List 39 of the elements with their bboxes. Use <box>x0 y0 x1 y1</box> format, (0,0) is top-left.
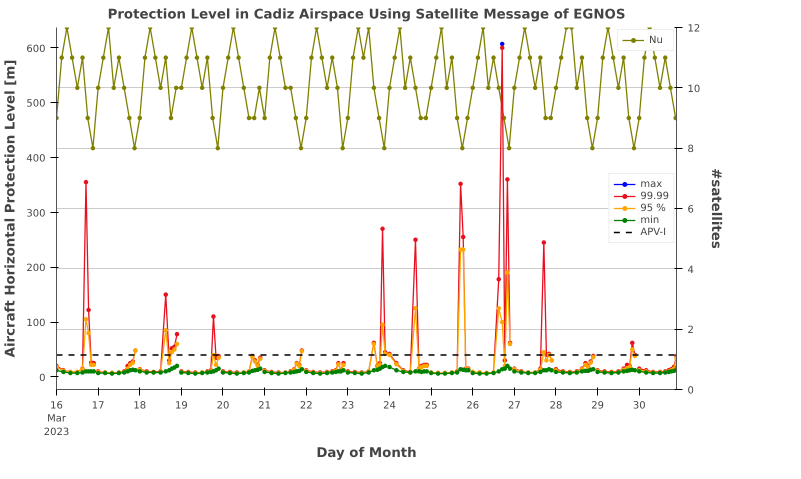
y-tick-label: 500 <box>26 98 46 110</box>
y-axis-title: Aircraft Horizontal Protection Level [m] <box>3 60 18 358</box>
legend-label: Nu <box>649 34 664 46</box>
y2-tick-label: 8 <box>688 144 694 156</box>
y2-tick-label: 12 <box>688 24 700 34</box>
y2-tick-label: 0 <box>688 386 694 396</box>
y2-tick-label: 10 <box>688 84 700 95</box>
x-tick-label: 19 <box>175 400 188 412</box>
x-tick-label: 16 Mar 2023 <box>44 400 70 438</box>
x-tick-label: 22 <box>300 400 313 412</box>
x-tick-label: 20 <box>216 400 230 412</box>
y-tick-label: 200 <box>26 263 46 274</box>
y2-tick-label: 2 <box>688 325 694 336</box>
y2-axis-title: #satellites <box>708 168 724 249</box>
x-tick-label: 25 <box>424 400 438 412</box>
y-tick-label: 600 <box>26 44 46 55</box>
y2-tick-label: 6 <box>688 204 694 216</box>
legend-label: 99.99 <box>640 190 669 202</box>
x-tick-label: 24 <box>383 400 396 412</box>
x-tick-label: 17 <box>92 400 104 412</box>
legend-label: max <box>640 178 662 190</box>
y-tick-label: 100 <box>26 318 46 330</box>
chart-title: Protection Level in Cadiz Airspace Using Satellite Message of EGNOS <box>108 8 626 22</box>
y-tick-label: 300 <box>26 208 46 220</box>
y2-tick-label: 4 <box>688 264 694 276</box>
legend-label: 95 % <box>640 202 666 214</box>
x-tick-label: 29 <box>591 400 604 412</box>
x-tick-label: 26 <box>466 400 480 412</box>
x-tick-label: 27 <box>508 400 521 412</box>
x-tick-label: 23 <box>341 400 354 412</box>
x-tick-label: 30 <box>632 400 646 412</box>
y-tick-label: 400 <box>26 153 46 164</box>
y-tick-label: 0 <box>39 372 46 384</box>
legend-label: min <box>640 214 660 226</box>
x-axis-title: Day of Month <box>316 446 417 461</box>
x-tick-label: 18 <box>133 400 146 412</box>
legend-label: APV-I <box>640 226 666 238</box>
x-tick-label: 21 <box>258 400 271 412</box>
x-tick-label: 28 <box>550 400 562 412</box>
